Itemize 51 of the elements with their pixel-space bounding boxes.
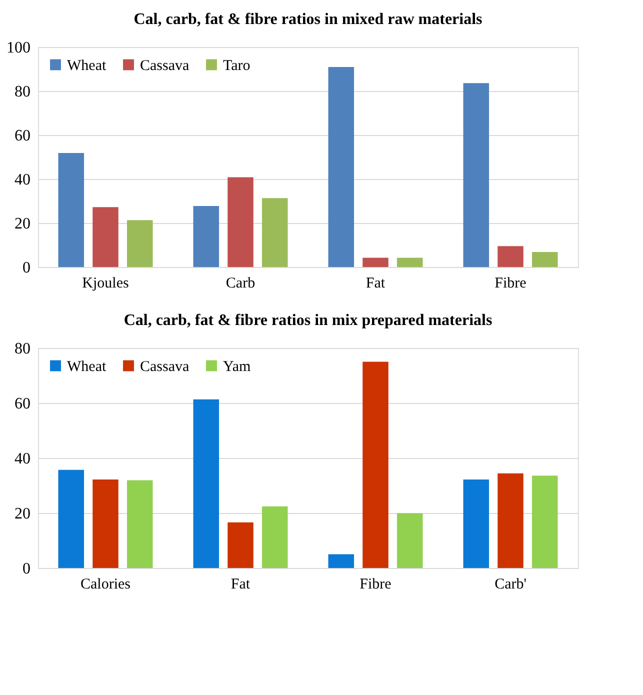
bar bbox=[262, 506, 288, 568]
legend-label: Yam bbox=[223, 358, 251, 375]
chart-title: Cal, carb, fat & fibre ratios in mixed raw materials bbox=[134, 11, 482, 28]
x-tick-label: Calories bbox=[80, 576, 131, 592]
bar bbox=[362, 258, 388, 267]
legend-label: Cassava bbox=[140, 358, 190, 375]
x-tick-label: Carb' bbox=[494, 576, 527, 592]
y-tick-label: 20 bbox=[14, 506, 30, 522]
bar bbox=[58, 470, 84, 568]
bar bbox=[463, 479, 490, 568]
bar bbox=[328, 67, 354, 267]
bar bbox=[193, 399, 220, 568]
bar bbox=[498, 473, 524, 568]
x-tick-label: Fibre bbox=[494, 276, 527, 292]
legend-label: Wheat bbox=[67, 58, 107, 74]
bar bbox=[532, 252, 558, 267]
bar bbox=[262, 198, 288, 267]
y-tick-label: 80 bbox=[14, 84, 30, 100]
bar bbox=[396, 513, 423, 568]
y-tick-label: 40 bbox=[14, 450, 30, 468]
bar bbox=[126, 220, 153, 267]
bar bbox=[92, 207, 118, 267]
chart-title: Cal, carb, fat & fibre ratios in mix prepared materials bbox=[124, 312, 492, 329]
x-tick-label: Fat bbox=[230, 576, 251, 592]
x-tick-label: Kjoules bbox=[82, 276, 129, 292]
x-tick-label: Fat bbox=[366, 276, 386, 292]
bar bbox=[92, 479, 118, 568]
bar bbox=[193, 206, 220, 267]
bar bbox=[228, 522, 254, 568]
legend-label: Wheat bbox=[67, 358, 107, 375]
bar bbox=[126, 480, 153, 568]
y-tick-label: 60 bbox=[14, 396, 30, 412]
y-tick-label: 100 bbox=[6, 40, 30, 56]
x-tick-label: Carb bbox=[226, 276, 256, 292]
y-tick-label: 20 bbox=[14, 216, 30, 232]
bar bbox=[228, 177, 254, 267]
bar bbox=[532, 476, 558, 568]
x-tick-label: Fibre bbox=[360, 576, 392, 592]
legend-label: Cassava bbox=[140, 58, 190, 74]
bar bbox=[463, 83, 490, 267]
y-tick-label: 40 bbox=[14, 172, 30, 188]
y-tick-label: 0 bbox=[22, 560, 30, 578]
bar bbox=[58, 153, 84, 267]
bar bbox=[498, 246, 524, 267]
y-tick-label: 80 bbox=[14, 340, 30, 358]
y-tick-label: 0 bbox=[22, 260, 30, 276]
bar bbox=[328, 554, 354, 568]
y-tick-label: 60 bbox=[14, 128, 30, 144]
bar bbox=[362, 362, 388, 568]
legend-label: Taro bbox=[223, 58, 250, 74]
bar bbox=[396, 258, 423, 267]
